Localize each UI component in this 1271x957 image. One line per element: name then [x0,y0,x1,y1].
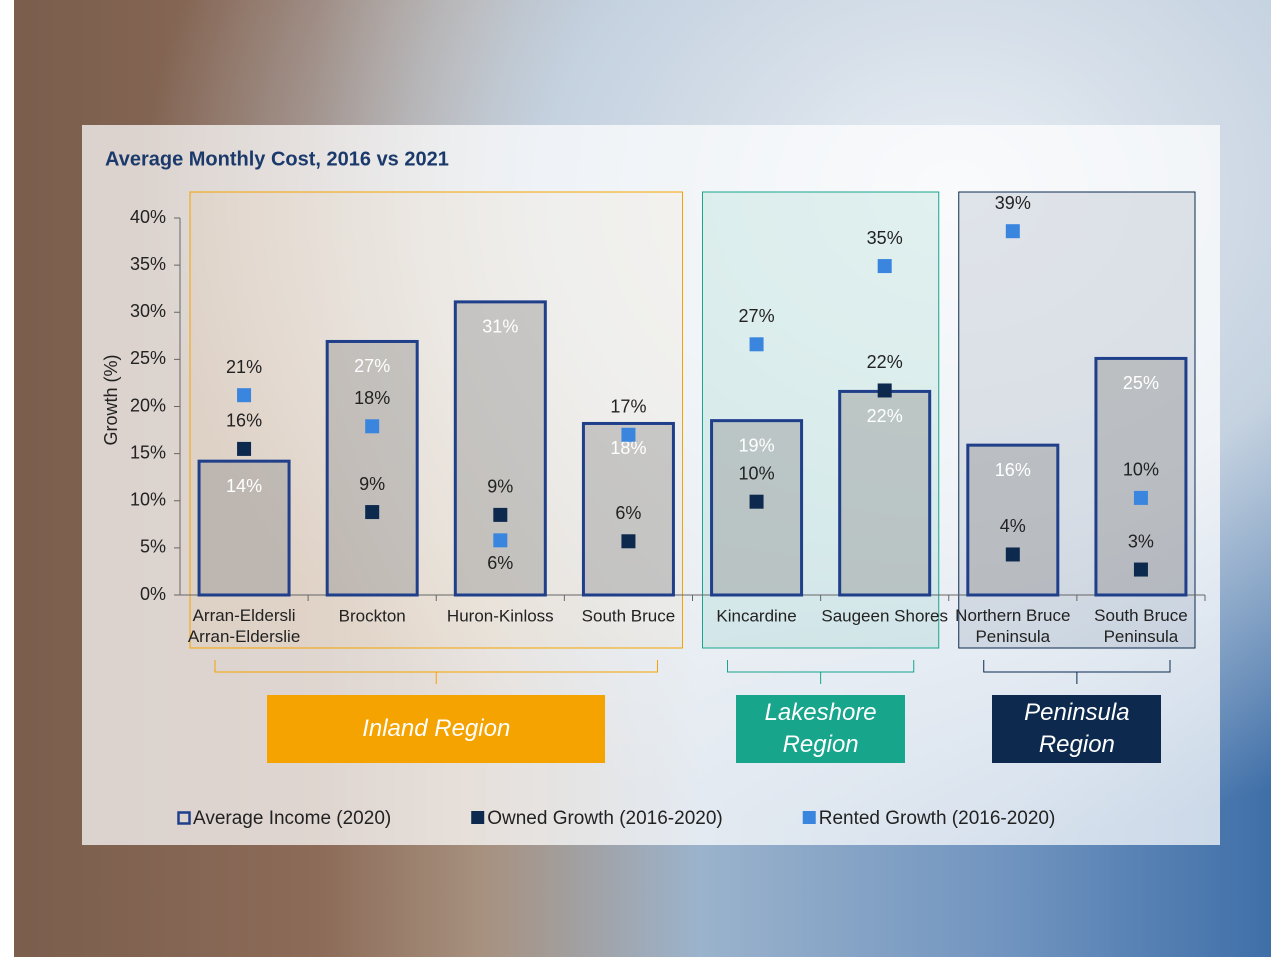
x-tick-label-line: Arran-Elderslie [188,627,300,646]
x-tick-label: South Bruce [582,606,676,625]
y-tick-label: 0% [140,584,166,604]
marker [749,337,764,352]
bar-value-label: 19% [739,435,775,455]
marker-value-label: 35% [867,228,903,248]
marker-value-label: 21% [226,357,262,377]
x-tick-label: Brockton [339,606,406,625]
region-bracket [214,660,658,684]
x-tick-label: Saugeen Shores [821,606,948,625]
marker [365,419,380,434]
marker [237,388,252,403]
region-label: Inland Region [267,695,606,763]
bar [197,459,291,597]
bar-value-label: 16% [995,460,1031,480]
bar-value-label: 18% [610,438,646,458]
bar-value-label: 31% [482,317,518,337]
marker-value-label: 6% [615,503,641,523]
marker-value-label: 17% [610,397,646,417]
marker [365,505,380,520]
marker [237,441,252,456]
x-tick-label: Huron-Kinloss [447,606,554,625]
marker [493,533,508,548]
y-tick-label: 35% [130,254,166,274]
marker-value-label: 10% [739,463,775,483]
region-label: Peninsula Region [992,695,1162,763]
marker-value-label: 4% [1000,516,1026,536]
legend-label: Average Income (2020) [193,808,391,829]
marker [621,534,636,549]
bar-value-label: 27% [354,356,390,376]
y-tick-label: 5% [140,537,166,557]
marker-value-label: 9% [487,477,513,497]
x-tick-label: Arran-Eldersli Arran-Elderslie [188,606,300,646]
y-tick-label: 15% [130,442,166,462]
bar [838,389,932,597]
bar [581,421,675,597]
legend-swatch [802,811,816,824]
x-tick-label: Kincardine [716,606,796,625]
y-tick-label: 10% [130,490,166,510]
marker-value-label: 18% [354,388,390,408]
y-tick-label: 30% [130,301,166,321]
marker-value-label: 39% [995,193,1031,213]
marker-value-label: 6% [487,553,513,573]
marker [1005,224,1020,239]
marker-value-label: 27% [739,306,775,326]
legend-swatch [471,811,485,824]
marker [1133,490,1148,505]
legend-label: Owned Growth (2016-2020) [487,808,723,829]
marker [1005,547,1020,562]
marker [493,507,508,522]
y-axis-label: Growth (%) [101,354,121,445]
marker [1133,562,1148,577]
x-tick-label: South Bruce Peninsula [1094,606,1188,646]
marker-value-label: 16% [226,411,262,431]
region-bracket [727,660,915,684]
y-tick-label: 40% [130,207,166,227]
marker-value-label: 10% [1123,460,1159,480]
x-tick-label-line: Arran-Eldersli [193,606,296,625]
region-bracket [983,660,1171,684]
bar-value-label: 25% [1123,373,1159,393]
marker-value-label: 9% [359,474,385,494]
x-tick-label-line: Peninsula [975,627,1050,646]
x-tick-label-line: South Bruce [1094,606,1188,625]
chart-title: Average Monthly Cost, 2016 vs 2021 [105,148,449,170]
bar [1094,356,1188,597]
marker-value-label: 3% [1128,531,1154,551]
marker-value-label: 22% [867,352,903,372]
bar [966,443,1060,597]
legend-swatch [177,811,191,825]
y-tick-label: 25% [130,348,166,368]
region-label: Lakeshore Region [736,695,906,763]
marker [621,427,636,442]
bar-value-label: 14% [226,476,262,496]
legend-label: Rented Growth (2016-2020) [819,808,1056,829]
y-tick-label: 20% [130,395,166,415]
region-box [189,191,683,649]
marker [877,259,892,274]
bar [325,339,419,597]
bar-value-label: 22% [867,406,903,426]
marker [877,383,892,398]
marker [749,494,764,509]
x-tick-label-line: Peninsula [1104,627,1179,646]
bar [453,300,547,597]
x-tick-label-line: Northern Bruce [955,606,1070,625]
x-tick-label: Northern Bruce Peninsula [955,606,1070,646]
region-box [958,191,1196,649]
